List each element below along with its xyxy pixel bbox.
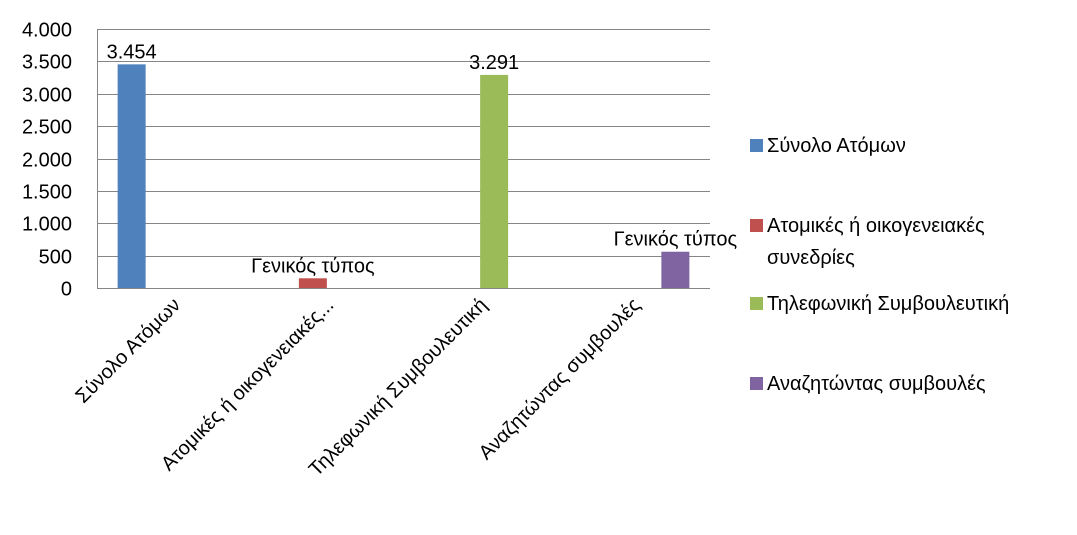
data-label: Γενικός τύπος: [251, 255, 375, 277]
y-tick-label: 3.500: [22, 52, 72, 74]
axes: [97, 29, 710, 289]
legend-swatch: [750, 297, 763, 310]
y-tick-labels: 0 500 1.000 1.500 2.000 2.500 3.000 3.500 4.000: [22, 20, 72, 301]
data-label: 3.291: [469, 52, 519, 74]
data-label: Γενικός τύπος: [614, 229, 738, 251]
bar: [480, 74, 509, 289]
x-tick-label: Αναζητώντας συμβουλές: [475, 294, 645, 464]
legend-label: Ατομικές ή οικογενειακές: [767, 215, 985, 237]
legend-label: Τηλεφωνική Συμβουλευτική: [767, 293, 1009, 315]
legend-swatch: [750, 139, 763, 152]
legend-label: Αναζητώντας συμβουλές: [767, 373, 986, 395]
data-label: 3.454: [107, 41, 157, 63]
y-tick-label: 0: [61, 279, 72, 301]
grid-lines: [97, 29, 710, 257]
bar: [661, 251, 690, 288]
y-tick-label: 2.500: [22, 117, 72, 139]
y-tick-label: 3.000: [22, 85, 72, 107]
legend: Σύνολο Ατόμων Ατομικές ή οικογενειακές συν…: [750, 135, 1009, 395]
bar: [117, 64, 146, 288]
legend-label: συνεδρίες: [767, 247, 855, 269]
y-tick-label: 1.500: [22, 182, 72, 204]
data-labels: 3.454 Γενικός τύπος 3.291 Γενικός τύπος: [107, 41, 738, 277]
x-tick-label: Σύνολο Ατόμων: [71, 294, 185, 408]
y-tick-label: 1.000: [22, 214, 72, 236]
y-tick-label: 4.000: [22, 20, 72, 42]
bars: [117, 64, 690, 289]
legend-swatch: [750, 219, 763, 232]
legend-label: Σύνολο Ατόμων: [767, 135, 906, 157]
x-tick-label: Τηλεφωνική Συμβουλευτική: [305, 294, 492, 481]
bar: [298, 278, 327, 288]
x-tick-label: Ατομικές ή οικογενειακές...: [157, 294, 338, 475]
y-tick-label: 2.000: [22, 150, 72, 172]
y-tick-label: 500: [39, 247, 72, 269]
legend-swatch: [750, 377, 763, 390]
